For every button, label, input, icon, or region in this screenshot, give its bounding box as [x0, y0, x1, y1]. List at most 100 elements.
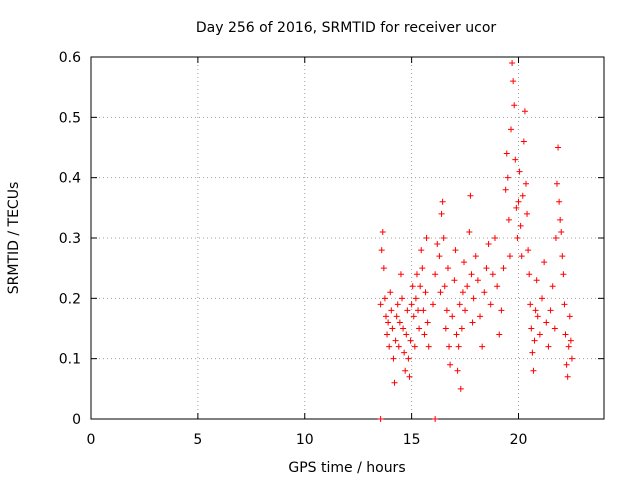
data-point: [399, 295, 406, 302]
data-point: [416, 325, 423, 332]
data-point: [397, 271, 404, 278]
data-point: [420, 307, 427, 314]
y-tick-label: 0.1: [59, 352, 81, 368]
data-point: [549, 283, 556, 290]
data-point: [483, 265, 490, 272]
data-point: [400, 325, 407, 332]
data-point: [524, 210, 531, 217]
data-point: [520, 138, 527, 145]
data-point: [494, 283, 501, 290]
data-point: [388, 307, 395, 314]
data-point: [412, 295, 419, 302]
data-point: [401, 349, 408, 356]
y-tick-label: 0.2: [59, 291, 81, 307]
data-point: [498, 307, 505, 314]
data-point: [455, 343, 462, 350]
data-point: [557, 216, 564, 223]
data-point: [453, 331, 460, 338]
data-point: [422, 289, 429, 296]
data-point: [382, 313, 389, 320]
data-point: [430, 301, 436, 308]
data-point: [553, 180, 560, 187]
data-point: [502, 186, 509, 193]
data-point: [564, 373, 571, 380]
x-axis-label: GPS time / hours: [288, 460, 405, 476]
chart-title: Day 256 of 2016, SRMTID for receiver uco…: [196, 20, 497, 36]
data-point: [469, 319, 476, 326]
data-point: [395, 343, 402, 350]
data-point: [437, 289, 444, 296]
y-tick-label: 0.5: [59, 110, 81, 126]
x-tick-label: 15: [403, 432, 421, 448]
data-point: [491, 235, 498, 241]
data-point: [503, 150, 510, 157]
data-point: [518, 253, 525, 260]
data-point: [516, 168, 523, 175]
data-point: [392, 337, 399, 344]
data-point: [511, 102, 518, 109]
data-point: [441, 283, 448, 290]
data-point: [451, 277, 458, 284]
x-tick-label: 0: [87, 432, 96, 448]
data-point: [563, 361, 570, 368]
data-point: [447, 361, 454, 368]
data-point: [425, 343, 432, 350]
data-point: [460, 259, 467, 266]
data-point: [459, 289, 466, 296]
data-point: [551, 325, 558, 332]
data-point: [417, 283, 424, 290]
data-point: [530, 367, 537, 374]
data-point: [528, 325, 535, 332]
data-point: [561, 301, 568, 308]
data-point: [432, 416, 439, 422]
data-point: [391, 379, 398, 386]
x-tick-label: 5: [193, 432, 202, 448]
data-point: [449, 313, 456, 320]
data-point: [402, 367, 409, 374]
data-point: [496, 331, 503, 338]
data-point: [474, 277, 481, 284]
data-point: [394, 301, 401, 308]
data-point: [456, 301, 463, 308]
data-point: [532, 307, 539, 314]
y-axis-label: SRMTID / TECUs: [6, 182, 22, 295]
data-point: [393, 313, 400, 320]
data-point: [381, 295, 388, 302]
data-point: [396, 319, 403, 326]
data-point: [504, 174, 511, 181]
data-point: [438, 210, 445, 217]
data-point: [522, 180, 529, 187]
data-point: [529, 349, 536, 356]
data-point: [377, 301, 384, 308]
data-point: [462, 307, 469, 314]
data-point: [519, 192, 526, 199]
data-point: [385, 319, 392, 326]
data-point: [485, 241, 492, 248]
data-point: [527, 301, 534, 308]
data-point: [565, 343, 572, 350]
data-point: [534, 313, 541, 320]
data-point: [418, 247, 425, 254]
data-point: [477, 313, 484, 320]
data-point: [539, 295, 546, 302]
data-point: [568, 355, 575, 362]
data-point: [415, 307, 422, 314]
data-point: [404, 307, 411, 314]
data-point: [419, 265, 426, 272]
data-point: [446, 343, 453, 350]
data-point: [409, 283, 416, 290]
data-point: [470, 295, 477, 302]
data-point: [517, 222, 524, 229]
data-point: [389, 325, 396, 332]
data-point: [510, 78, 517, 85]
data-point: [521, 108, 528, 115]
data-point: [454, 367, 461, 374]
data-points: [377, 60, 575, 422]
data-point: [487, 301, 494, 308]
data-point: [525, 247, 532, 254]
data-point: [421, 331, 428, 338]
data-point: [513, 204, 520, 211]
data-point: [505, 216, 512, 223]
data-point: [567, 337, 574, 344]
data-point: [489, 271, 496, 278]
